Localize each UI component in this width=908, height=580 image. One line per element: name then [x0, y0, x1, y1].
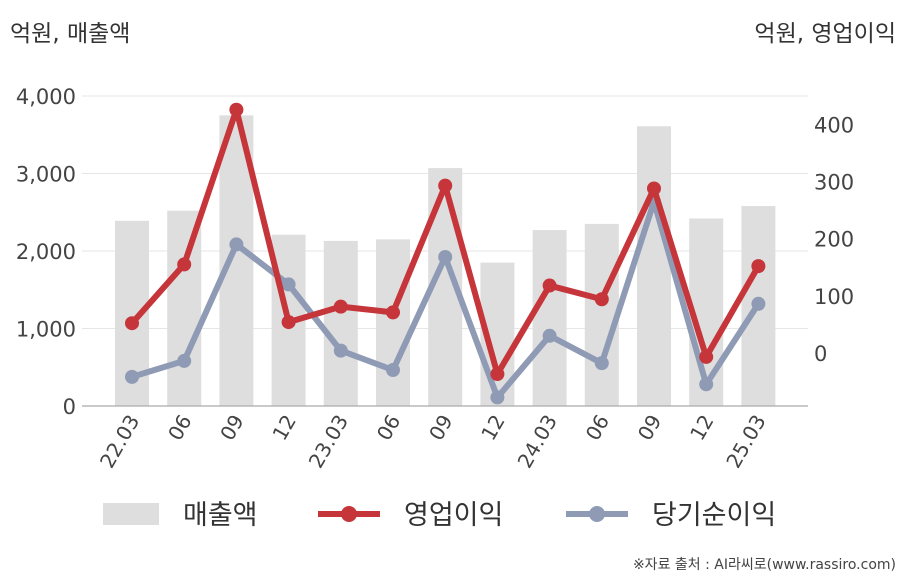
- point-당기순이익-25.03: [751, 296, 766, 311]
- right-tick-label: 200: [814, 228, 854, 252]
- left-tick-label: 2,000: [16, 240, 76, 264]
- point-영업이익-12: [699, 349, 714, 364]
- point-당기순이익-22.03: [125, 369, 139, 384]
- left-axis-ticks: 0 1,000 2,000 3,000 4,000: [16, 85, 76, 419]
- right-tick-label: 400: [814, 114, 854, 138]
- bar-09: [637, 126, 671, 406]
- right-tick-label: 300: [814, 171, 854, 195]
- point-영업이익-12: [490, 367, 505, 382]
- point-당기순이익-12: [281, 277, 296, 292]
- point-영업이익-06: [177, 257, 192, 272]
- legend: 매출액 영업이익 당기순이익: [103, 500, 776, 531]
- x-tick-label: 09: [424, 411, 458, 445]
- point-영업이익-24.03: [542, 278, 557, 293]
- x-axis-ticks: 22.03 06 09 12 23.03 06 09 12 24.03 06 09 12 25.03: [95, 411, 771, 473]
- legend-label-당기순이익: 당기순이익: [652, 500, 776, 531]
- point-당기순이익-06: [594, 356, 609, 371]
- right-axis-ticks: 0 100 200 300 400: [814, 114, 854, 366]
- point-영업이익-09: [438, 178, 453, 193]
- legend-swatch-매출액: [103, 503, 159, 525]
- point-영업이익-06: [594, 292, 609, 307]
- x-tick-label: 22.03: [95, 411, 144, 473]
- point-당기순이익-06: [386, 363, 400, 378]
- x-tick-label: 06: [581, 411, 615, 445]
- right-tick-label: 100: [814, 285, 854, 309]
- bar-06: [376, 239, 410, 406]
- legend-label-영업이익: 영업이익: [404, 500, 503, 531]
- bar-24.03: [532, 230, 567, 406]
- point-영업이익-23.03: [333, 299, 348, 314]
- point-영업이익-06: [386, 305, 400, 320]
- bar-06: [167, 210, 202, 406]
- left-axis-unit: 억원, 매출액: [10, 21, 131, 47]
- right-axis-unit: 억원, 영업이익: [754, 21, 896, 47]
- bar-06: [584, 223, 619, 406]
- x-tick-label: 23.03: [304, 411, 353, 473]
- point-당기순이익-12: [699, 377, 714, 392]
- point-영업이익-22.03: [125, 316, 139, 331]
- legend-marker-영업이익: [341, 506, 357, 522]
- point-당기순이익-09: [229, 237, 244, 252]
- x-tick-label: 06: [163, 411, 197, 445]
- legend-label-매출액: 매출액: [183, 500, 258, 531]
- point-당기순이익-06: [177, 353, 192, 368]
- point-영업이익-25.03: [751, 259, 766, 274]
- point-당기순이익-12: [490, 390, 505, 405]
- x-tick-label: 24.03: [513, 411, 562, 473]
- right-tick-label: 0: [814, 342, 827, 366]
- x-tick-label: 25.03: [721, 411, 770, 473]
- point-영업이익-12: [281, 315, 296, 330]
- x-tick-label: 09: [215, 411, 249, 445]
- x-tick-label: 06: [372, 411, 406, 445]
- x-tick-label: 12: [476, 411, 510, 445]
- x-tick-label: 12: [267, 411, 301, 445]
- left-tick-label: 0: [63, 395, 76, 419]
- point-당기순이익-24.03: [542, 328, 557, 343]
- left-tick-label: 4,000: [16, 85, 76, 109]
- legend-marker-당기순이익: [589, 506, 605, 522]
- left-tick-label: 3,000: [16, 163, 76, 187]
- left-tick-label: 1,000: [16, 318, 76, 342]
- source-note: ※자료 출처 : AI라씨로(www.rassiro.com): [632, 557, 896, 573]
- point-영업이익-09: [229, 102, 244, 117]
- point-영업이익-09: [647, 181, 661, 196]
- x-tick-label: 09: [633, 411, 667, 445]
- profit-lines: [125, 102, 766, 405]
- x-tick-label: 12: [685, 411, 719, 445]
- bar-23.03: [323, 240, 358, 406]
- point-당기순이익-23.03: [333, 343, 348, 358]
- point-당기순이익-09: [438, 249, 453, 264]
